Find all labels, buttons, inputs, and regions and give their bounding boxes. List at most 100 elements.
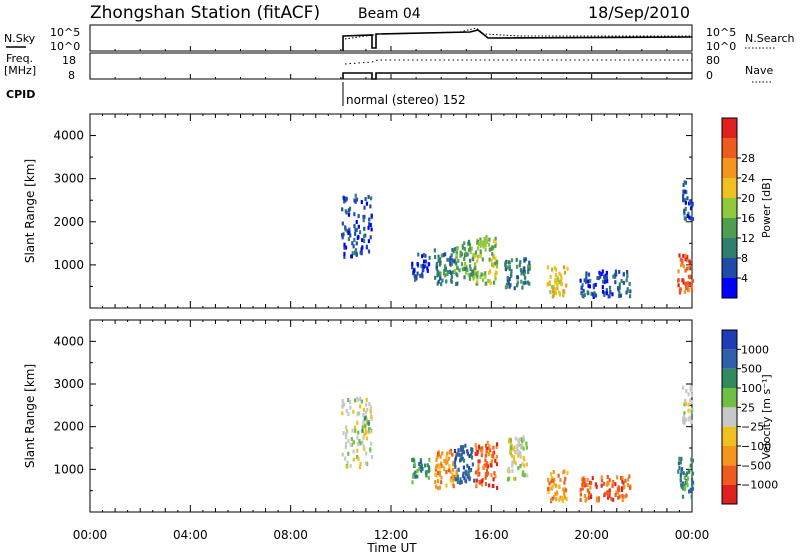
range-gate-cell [621, 498, 624, 503]
range-gate-cell [493, 239, 496, 244]
range-gate-cell [454, 464, 457, 469]
range-gate-cell [350, 254, 353, 259]
colorbar-tick-label: 1000 [741, 343, 769, 356]
range-gate-cell [484, 453, 488, 458]
range-gate-cell [557, 277, 560, 282]
range-gate-cell [440, 253, 443, 258]
range-gate-cell [453, 269, 456, 274]
range-gate-cell [344, 431, 348, 436]
range-gate-cell [420, 264, 423, 269]
range-gate-cell [528, 266, 531, 271]
range-gate-cell [581, 479, 585, 484]
station-title: Zhongshan Station (fitACF) [90, 3, 320, 23]
range-gate-cell [411, 265, 414, 270]
range-gate-cell [352, 457, 355, 462]
range-gate-cell [594, 482, 597, 487]
range-gate-cell [591, 476, 594, 481]
range-gate-cell [579, 497, 582, 502]
range-gate-cell [550, 497, 553, 502]
range-gate-cell [582, 288, 585, 293]
range-gate-cell [515, 257, 518, 262]
range-gate-cell [579, 487, 582, 492]
range-gate-cell [488, 237, 491, 242]
range-gate-cell [349, 400, 352, 405]
range-gate-cell [627, 477, 630, 482]
range-gate-cell [622, 272, 625, 277]
range-gate-cell [442, 268, 446, 273]
range-gate-cell [589, 278, 592, 283]
range-gate-cell [359, 461, 362, 466]
range-gate-cell [678, 253, 681, 258]
range-gate-cell [494, 236, 497, 241]
range-gate-cell [482, 242, 485, 247]
range-gate-cell [435, 261, 438, 266]
range-gate-cell [614, 280, 617, 285]
range-gate-cell [460, 457, 463, 462]
range-gate-cell [508, 284, 511, 289]
range-gate-cell [691, 471, 694, 476]
range-gate-cell [586, 488, 589, 493]
range-gate-cell [492, 264, 495, 269]
range-gate-cell [513, 445, 516, 450]
range-gate-cell [428, 457, 431, 462]
range-gate-cell [560, 497, 564, 502]
range-gate-cell [516, 275, 520, 280]
range-gate-cell [581, 482, 584, 487]
range-gate-cell [484, 247, 487, 252]
range-gate-cell [363, 205, 366, 210]
range-gate-cell [468, 274, 472, 279]
range-gate-cell [587, 283, 590, 288]
range-gate-cell [362, 444, 365, 449]
range-gate-cell [444, 273, 447, 278]
range-gate-cell [345, 408, 348, 413]
range-gate-cell [471, 256, 474, 261]
time-axis: 00:00 04:00 08:00 12:00 16:00 20:00 00:00 [73, 46, 709, 542]
range-gate-cell [521, 439, 524, 444]
range-gate-cell [422, 252, 426, 257]
range-gate-cell [463, 275, 466, 280]
range-gate-cell [370, 414, 373, 419]
range-gate-cell [450, 271, 453, 276]
range-gate-cell [459, 253, 462, 258]
range-gate-cell [476, 449, 479, 454]
range-gate-cell [563, 469, 566, 474]
range-gate-cell [508, 476, 511, 481]
range-gate-cell [558, 280, 561, 285]
range-gate-cell [605, 288, 608, 293]
range-gate-cell [564, 476, 567, 481]
range-gate-cell [463, 241, 466, 246]
nsky-label: N.Sky [4, 32, 36, 45]
range-gate-cell [555, 279, 558, 284]
range-gate-cell [362, 214, 365, 219]
range-gate-cell [579, 278, 582, 283]
velocity-panel: 1000 2000 3000 4000 Slant Range [km] [23, 319, 695, 513]
range-gate-cell [683, 475, 686, 480]
range-gate-cell [365, 201, 369, 206]
range-gate-cell [476, 274, 479, 279]
panel-frame [89, 319, 693, 513]
range-gate-cell [359, 250, 362, 255]
range-gate-cell [484, 243, 487, 248]
panel-frame [89, 113, 693, 309]
range-gate-cell [609, 290, 612, 295]
y-tick-label: 1000 [53, 258, 84, 272]
range-gate-cell [608, 478, 611, 483]
range-gate-cell [547, 490, 550, 495]
range-gate-cell [484, 443, 488, 448]
range-gate-cell [685, 471, 689, 476]
range-gate-cell [424, 264, 427, 269]
range-gate-cell [439, 454, 442, 459]
range-gate-cell [549, 290, 552, 295]
range-gate-cell [434, 275, 437, 280]
range-gate-cell [685, 285, 688, 290]
range-gate-cell [546, 265, 550, 270]
range-gate-cell [463, 257, 466, 262]
range-gate-cell [439, 276, 442, 281]
range-gate-cell [464, 471, 468, 476]
range-gate-cell [488, 247, 491, 252]
range-gate-cell [525, 441, 528, 446]
range-gate-cell [458, 268, 461, 273]
range-gate-cell [461, 473, 465, 478]
range-gate-cell [456, 273, 459, 278]
range-gate-cell [504, 285, 508, 290]
